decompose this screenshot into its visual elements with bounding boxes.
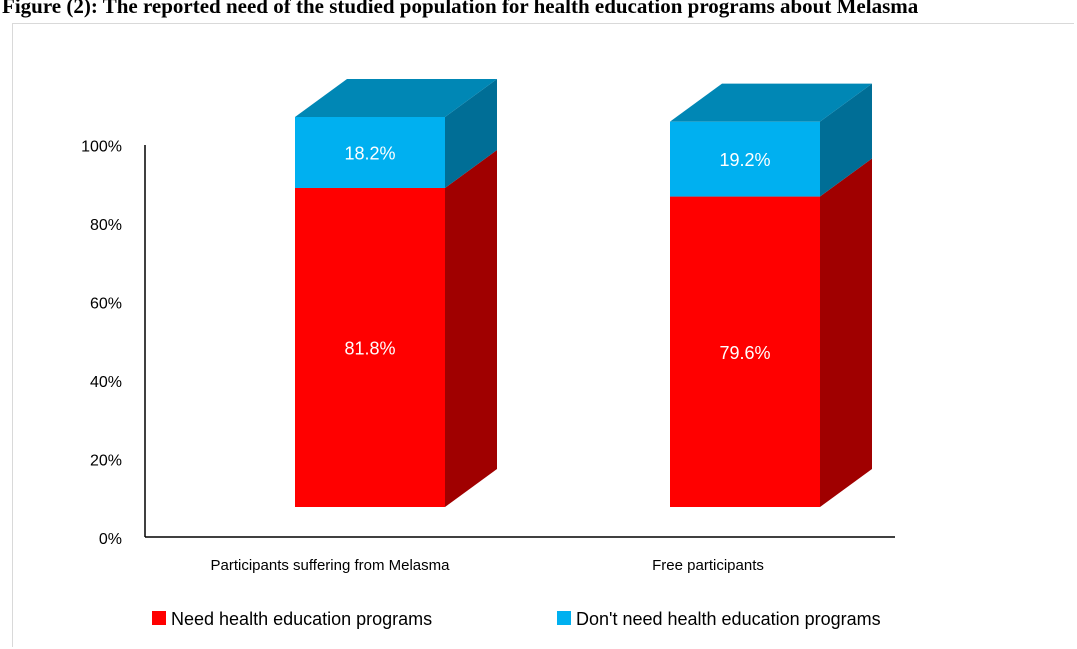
y-tick-label: 0% <box>99 531 122 548</box>
bar-segment <box>295 187 445 508</box>
data-label: 18.2% <box>344 143 395 163</box>
legend-label: Need health education programs <box>171 609 432 629</box>
category-label: Free participants <box>652 557 764 574</box>
figure-caption: Figure (2): The reported need of the stu… <box>2 0 919 18</box>
bar-segment-side <box>820 83 872 197</box>
bar-segment <box>670 121 820 197</box>
data-label: 81.8% <box>344 338 395 358</box>
y-tick-label: 100% <box>81 139 122 156</box>
data-label: 79.6% <box>719 343 770 363</box>
chart-frame <box>12 23 1074 647</box>
legend-swatch <box>152 611 166 625</box>
bar-segment <box>670 196 820 507</box>
bar-top-face <box>295 79 497 117</box>
y-tick-label: 40% <box>90 374 122 391</box>
bar-segment-side <box>820 158 872 507</box>
y-tick-label: 80% <box>90 217 122 234</box>
bar-segment <box>295 117 445 188</box>
y-tick-label: 20% <box>90 453 122 470</box>
data-label: 19.2% <box>719 150 770 170</box>
bar-segment-side <box>445 79 497 188</box>
y-tick-label: 60% <box>90 296 122 313</box>
legend-swatch <box>557 611 571 625</box>
legend-label: Don't need health education programs <box>576 609 881 629</box>
bar-top-face <box>670 83 872 122</box>
category-label: Participants suffering from Melasma <box>211 557 451 574</box>
bar-segment-side <box>445 149 497 508</box>
